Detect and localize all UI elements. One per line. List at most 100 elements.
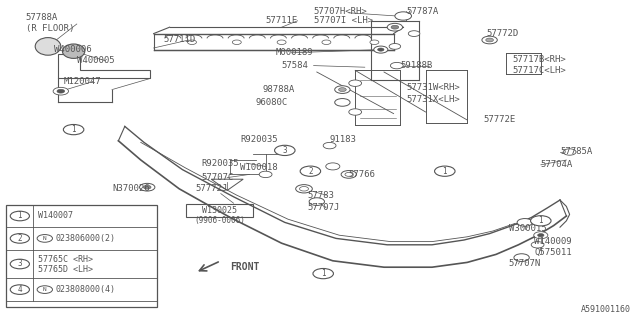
Text: A591001160: A591001160 xyxy=(580,305,630,314)
Circle shape xyxy=(514,254,529,261)
Text: 59188B: 59188B xyxy=(400,61,432,70)
Text: 57707I <LH>: 57707I <LH> xyxy=(314,16,372,25)
Text: 57707J: 57707J xyxy=(307,204,339,212)
Circle shape xyxy=(389,44,401,49)
Text: 57772D: 57772D xyxy=(486,29,518,38)
Text: 57731X<LH>: 57731X<LH> xyxy=(406,95,460,104)
Circle shape xyxy=(309,198,324,205)
Text: 57717B<RH>: 57717B<RH> xyxy=(512,55,566,64)
Text: M000189: M000189 xyxy=(275,48,313,57)
Ellipse shape xyxy=(35,37,61,55)
Text: 57787A: 57787A xyxy=(406,7,438,16)
Text: W400005: W400005 xyxy=(77,56,115,65)
Text: 2: 2 xyxy=(17,234,22,243)
Circle shape xyxy=(63,124,84,135)
Circle shape xyxy=(341,171,356,178)
Text: 57785A: 57785A xyxy=(560,148,592,156)
Circle shape xyxy=(300,187,308,191)
Circle shape xyxy=(143,185,151,189)
Text: 023808000(4): 023808000(4) xyxy=(55,285,115,294)
Circle shape xyxy=(322,40,331,44)
Circle shape xyxy=(10,234,29,243)
Text: 57731W<RH>: 57731W<RH> xyxy=(406,84,460,92)
Text: 1: 1 xyxy=(71,125,76,134)
Text: 57717C<LH>: 57717C<LH> xyxy=(512,66,566,75)
Text: 3: 3 xyxy=(282,146,287,155)
Text: 57788A: 57788A xyxy=(26,13,58,22)
Text: (R FLOOR): (R FLOOR) xyxy=(26,24,74,33)
Circle shape xyxy=(319,272,327,276)
Circle shape xyxy=(408,31,420,36)
Text: 57772J: 57772J xyxy=(195,184,227,193)
Text: 1: 1 xyxy=(17,212,22,220)
Text: 57711D: 57711D xyxy=(163,36,195,44)
Circle shape xyxy=(37,286,52,293)
Text: (9906-0006): (9906-0006) xyxy=(194,216,245,225)
Text: 57707H<RH>: 57707H<RH> xyxy=(314,7,367,16)
Circle shape xyxy=(395,12,412,20)
Circle shape xyxy=(326,163,340,170)
Circle shape xyxy=(300,166,321,176)
Text: N370026: N370026 xyxy=(112,184,150,193)
Text: 57766: 57766 xyxy=(349,170,376,179)
Bar xyxy=(186,204,253,217)
Text: 1: 1 xyxy=(321,269,326,278)
Circle shape xyxy=(275,145,295,156)
Text: 1: 1 xyxy=(538,216,543,225)
Circle shape xyxy=(387,23,403,31)
Circle shape xyxy=(349,80,362,86)
Circle shape xyxy=(323,142,336,149)
Text: W300015: W300015 xyxy=(509,224,547,233)
Circle shape xyxy=(232,40,241,44)
Circle shape xyxy=(53,87,68,95)
Circle shape xyxy=(538,234,544,237)
Text: W130025: W130025 xyxy=(202,206,237,215)
Circle shape xyxy=(277,40,286,44)
Text: 57704A: 57704A xyxy=(541,160,573,169)
Circle shape xyxy=(486,38,493,42)
Text: FRONT: FRONT xyxy=(230,262,260,272)
Bar xyxy=(6,205,157,307)
Circle shape xyxy=(374,46,388,53)
Text: Q575011: Q575011 xyxy=(534,248,572,257)
Circle shape xyxy=(335,86,350,93)
Circle shape xyxy=(563,149,576,155)
Circle shape xyxy=(57,89,65,93)
Circle shape xyxy=(10,211,29,221)
Circle shape xyxy=(313,268,333,279)
Text: N: N xyxy=(43,236,47,241)
Circle shape xyxy=(259,171,272,178)
Text: W400006: W400006 xyxy=(54,45,92,54)
Text: 57783: 57783 xyxy=(307,191,334,200)
Circle shape xyxy=(531,242,544,248)
Circle shape xyxy=(188,40,196,44)
Circle shape xyxy=(435,166,455,176)
Text: 57711E: 57711E xyxy=(266,16,298,25)
Circle shape xyxy=(140,183,155,191)
Circle shape xyxy=(10,259,29,269)
Text: 57707N: 57707N xyxy=(509,260,541,268)
Text: W140007: W140007 xyxy=(38,212,74,220)
Text: 91183: 91183 xyxy=(330,135,356,144)
Circle shape xyxy=(391,25,399,29)
Text: 98788A: 98788A xyxy=(262,85,294,94)
Text: W100018: W100018 xyxy=(240,164,278,172)
Circle shape xyxy=(345,172,353,176)
Text: 2: 2 xyxy=(308,167,313,176)
Text: 57765D <LH>: 57765D <LH> xyxy=(38,265,93,274)
Circle shape xyxy=(517,219,532,226)
Text: 023806000(2): 023806000(2) xyxy=(55,234,115,243)
Text: 57584: 57584 xyxy=(282,61,308,70)
Ellipse shape xyxy=(63,44,85,58)
Circle shape xyxy=(349,109,362,115)
Text: 96080C: 96080C xyxy=(256,98,288,107)
Text: M120047: M120047 xyxy=(64,77,102,86)
Circle shape xyxy=(296,185,312,193)
Circle shape xyxy=(37,235,52,242)
Text: 57772E: 57772E xyxy=(483,116,515,124)
Circle shape xyxy=(370,40,379,44)
Text: R920035: R920035 xyxy=(240,135,278,144)
Text: 4: 4 xyxy=(17,285,22,294)
Circle shape xyxy=(339,88,346,92)
Text: 57765C <RH>: 57765C <RH> xyxy=(38,255,93,264)
